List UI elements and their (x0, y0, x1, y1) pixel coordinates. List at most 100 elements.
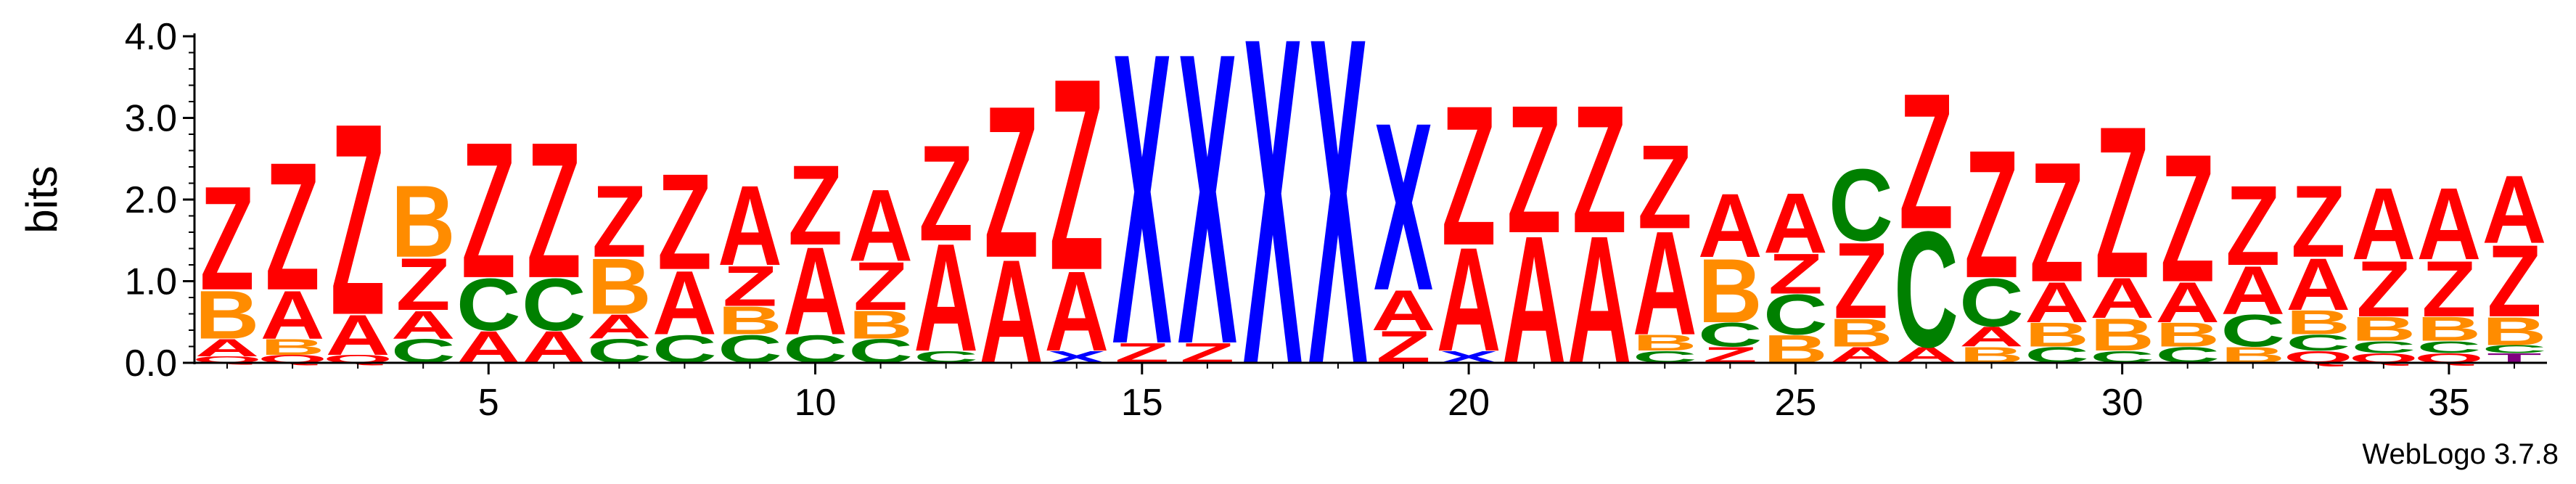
logo-letter-a: A (326, 303, 390, 367)
logo-letter-z: Z (1572, 67, 1627, 271)
y-axis-ticks: 0.0 1.0 2.0 3.0 4.0 (125, 16, 194, 385)
logo-letter-z: Z (2160, 116, 2215, 320)
logo-letter-c: C (522, 263, 586, 346)
logo-letter-a: A (2417, 167, 2482, 282)
x-tick-label: 35 (2428, 382, 2470, 424)
logo-letter-z: Z (462, 103, 516, 319)
logo-letter-x: X (1178, 0, 1238, 431)
logo-letter-z: Z (657, 145, 712, 298)
logo-letter-a: A (1437, 216, 1501, 382)
logo-letter-z: Z (984, 61, 1038, 303)
logo-letter-c: C (2351, 337, 2416, 356)
logo-letter-z: Z (1834, 220, 1888, 341)
logo-letter-a: A (848, 168, 913, 283)
logo-letter-b: B (1633, 330, 1697, 356)
logo-letter-z: Z (2095, 81, 2149, 323)
logo-letter-c: C (2220, 305, 2285, 356)
logo-letter-a: A (1633, 200, 1697, 366)
logo-letter-z: Z (200, 155, 254, 321)
logo-letter-a: A (718, 161, 782, 289)
logo-letter-z: Z (592, 165, 647, 279)
logo-letter-z: Z (2487, 224, 2541, 339)
logo-letter-z: Z (2030, 126, 2084, 317)
logo-letter-z: Z (1442, 65, 1496, 287)
logo-letter-b: B (848, 303, 913, 347)
logo-letter-a: A (652, 252, 717, 354)
logo-letter-x: X (1243, 0, 1303, 463)
logo-letter-a: A (783, 221, 848, 361)
logo-letter-b: B (587, 242, 652, 332)
logo-letter-a: A (391, 303, 456, 347)
logo-letter-c: C (1698, 316, 1763, 354)
logo-letter-a: A (2025, 271, 2089, 335)
y-tick-label: 1.0 (125, 261, 177, 303)
logo-letter-z: Z (2291, 165, 2345, 279)
logo-letter-x: X (1308, 0, 1369, 463)
logo-letter-z: Z (527, 103, 581, 319)
logo-letter-z: Z (723, 254, 777, 318)
logo-letter-b: B (2351, 310, 2416, 348)
axes: 0.0 1.0 2.0 3.0 4.0 5 10 15 20 25 30 35 bits (17, 16, 2547, 424)
logo-letter-z: Z (1507, 67, 1562, 271)
logo-letter-z: Z (396, 243, 451, 326)
logo-letter-z: Z (1899, 54, 1953, 270)
logo-letter-a: A (2155, 271, 2220, 335)
y-tick-label: 2.0 (125, 179, 177, 221)
logo-letter-a: A (914, 211, 978, 383)
logo-letter-b: B (2025, 316, 2089, 354)
logo-letter-b: B (261, 335, 325, 360)
logo-letter-z: Z (788, 141, 842, 268)
x-tick-label: 10 (795, 382, 837, 424)
logo-letter-c: C (2286, 330, 2350, 356)
x-tick-label: 30 (2101, 382, 2144, 424)
logo-letter-a: A (195, 334, 260, 362)
logo-letter-b: B (195, 277, 260, 353)
logo-letter-z: Z (266, 124, 320, 328)
y-axis-label: bits (17, 165, 66, 233)
y-tick-label: 0.0 (125, 343, 177, 385)
logo-letter-b: B (1698, 240, 1763, 343)
logo-letter-z: Z (2356, 244, 2411, 334)
logo-letter-x: X (1112, 0, 1173, 431)
logo-letter-c: C (1894, 197, 1958, 382)
logo-letter-b: B (1829, 311, 1893, 355)
weblogo-credit: WebLogo 3.7.8 (2362, 438, 2559, 470)
logo-letter-b: B (2417, 310, 2482, 348)
logo-letter-z: Z (1768, 242, 1823, 306)
x-tick-label: 25 (1774, 382, 1816, 424)
logo-letter-z: Z (1049, 22, 1104, 327)
logo-letter-a: A (587, 308, 652, 346)
logo-letter-x: X (1374, 73, 1433, 340)
logo-letter-z: Z (331, 67, 385, 372)
x-axis-ticks: 5 10 15 20 25 30 35 (226, 363, 2515, 424)
logo-letter-z: Z (1638, 120, 1692, 254)
logo-letter-a: A (2482, 156, 2547, 264)
logo-letter-c: C (2482, 343, 2547, 356)
logo-letter-a: A (1371, 279, 1436, 343)
logo-letter-a: A (1698, 175, 1763, 277)
logo-letter-c: C (1763, 283, 1828, 347)
x-tick-label: 5 (478, 382, 499, 424)
logo-letter-c: C (456, 263, 521, 346)
logo-letter-a: A (1959, 321, 2024, 353)
logo-letter-b: B (2155, 316, 2220, 354)
logo-letter-c: C (1959, 265, 2024, 341)
logo-letter-a: A (1763, 175, 1828, 271)
logo-letter-a: A (261, 277, 325, 353)
logo-letter-z: Z (919, 117, 973, 270)
logo-letter-b: B (2286, 303, 2350, 342)
logo-letter-a: A (2090, 266, 2154, 330)
logo-letter-a: A (2220, 253, 2285, 329)
logo-letter-z: Z (853, 249, 908, 325)
logo-letter-c: C (2417, 337, 2482, 356)
logo-letter-b: B (2090, 309, 2154, 360)
logo-letter-b: B (391, 165, 456, 279)
logo-letter-a: A (2286, 243, 2350, 326)
logo-letter-c: C (1829, 148, 1893, 263)
x-tick-label: 15 (1121, 382, 1163, 424)
y-tick-label: 4.0 (125, 16, 177, 58)
logo-letter-z: Z (1964, 112, 2019, 316)
y-tick-label: 3.0 (125, 98, 177, 140)
